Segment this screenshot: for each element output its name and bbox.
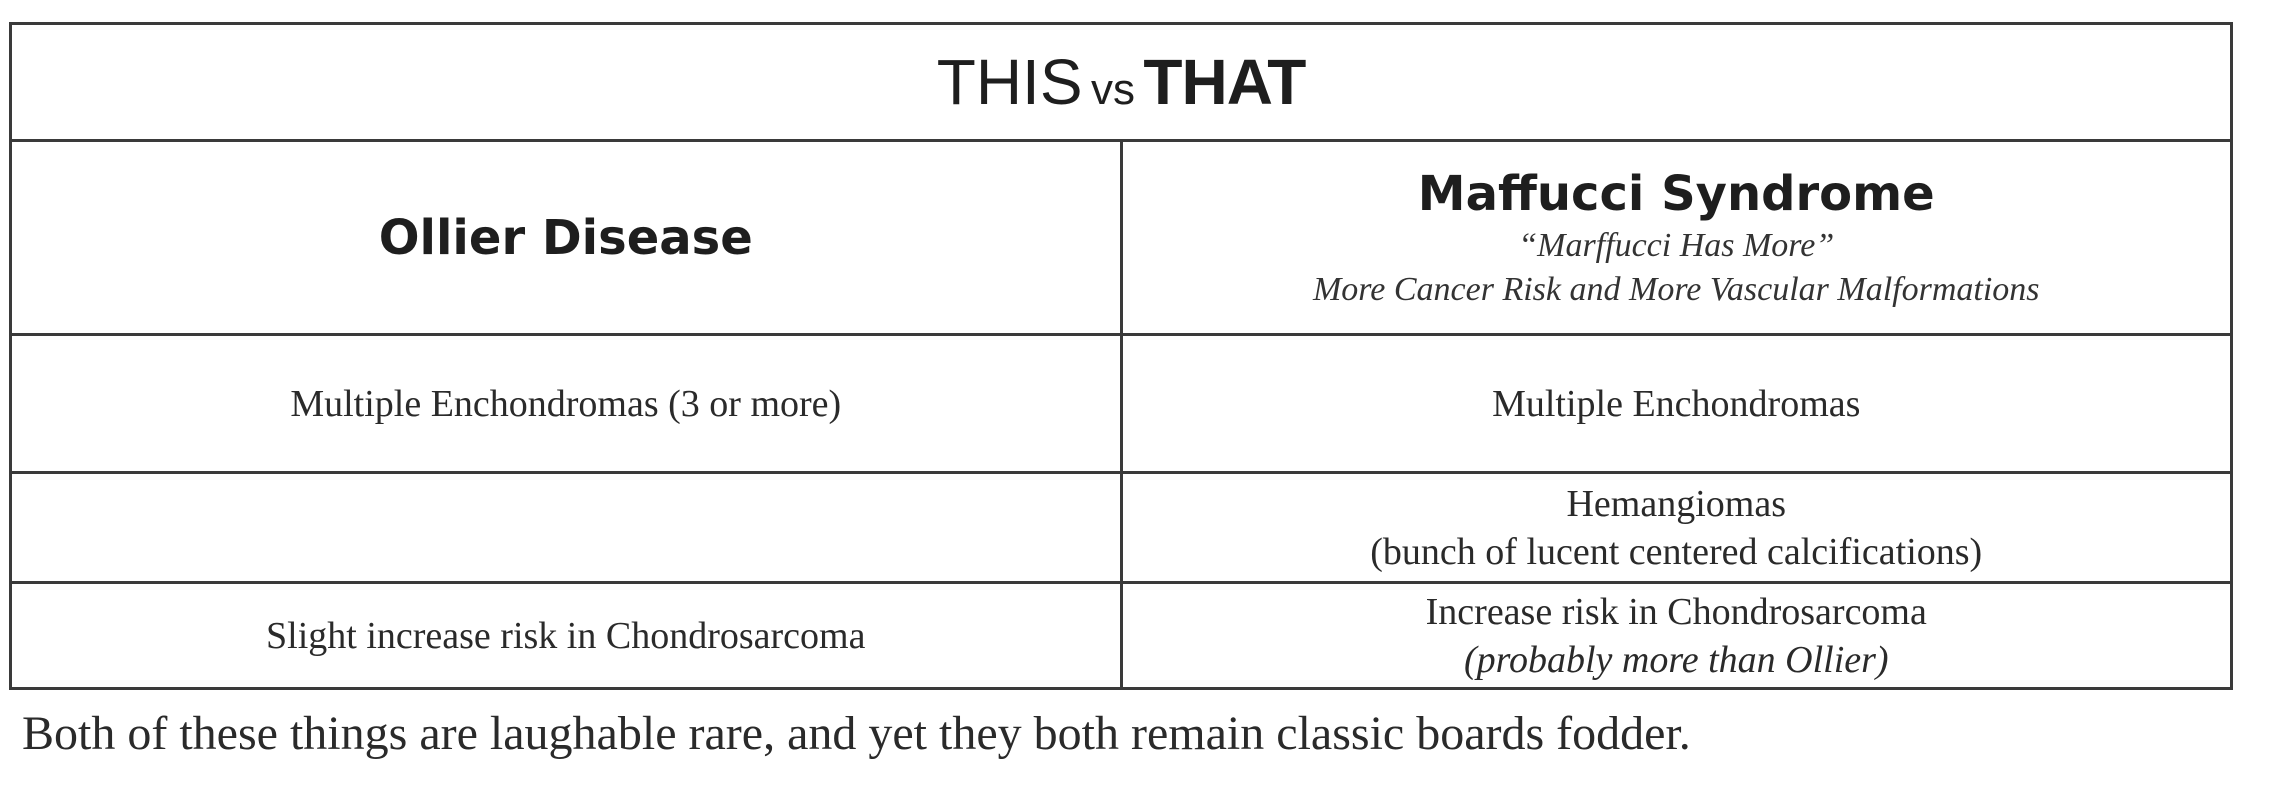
comparison-table: THIS vs THAT Ollier Disease Maffucci Syn… bbox=[9, 22, 2233, 690]
table-cell-left: Multiple Enchondromas (3 or more) bbox=[9, 333, 1123, 475]
table-cell-line: (bunch of lucent centered calcifications… bbox=[1370, 530, 1983, 573]
column-heading-right: Maffucci Syndrome “Marffucci Has More” M… bbox=[1119, 138, 2233, 337]
table-cell-note: (probably more than Ollier) bbox=[1463, 638, 1889, 681]
table-row: Multiple Enchondromas (3 or more) Multip… bbox=[9, 333, 2233, 475]
title-row: THIS vs THAT bbox=[9, 22, 2233, 142]
column-heading-right-mnemonic: “Marffucci Has More” bbox=[1518, 226, 1835, 264]
table-title: THIS vs THAT bbox=[9, 22, 2233, 142]
table-cell-right: Multiple Enchondromas bbox=[1119, 333, 2233, 475]
title-this: THIS bbox=[936, 45, 1083, 118]
table-cell-right: Hemangiomas (bunch of lucent centered ca… bbox=[1119, 471, 2233, 585]
column-heading-left: Ollier Disease bbox=[9, 138, 1123, 337]
title-vs: vs bbox=[1090, 64, 1135, 114]
column-heading-right-title: Maffucci Syndrome bbox=[1417, 165, 1935, 222]
table-cell-line: Hemangiomas bbox=[1566, 482, 1786, 525]
table-cell-line: Increase risk in Chondrosarcoma bbox=[1425, 590, 1927, 633]
table-cell-right: Increase risk in Chondrosarcoma (probabl… bbox=[1119, 581, 2233, 690]
table-cell-left: Slight increase risk in Chondrosarcoma bbox=[9, 581, 1123, 690]
table-cell-left bbox=[9, 471, 1123, 585]
column-heading-right-subtitle: More Cancer Risk and More Vascular Malfo… bbox=[1312, 270, 2040, 308]
table-row: Slight increase risk in Chondrosarcoma I… bbox=[9, 581, 2233, 690]
title-that: THAT bbox=[1143, 45, 1306, 118]
header-row: Ollier Disease Maffucci Syndrome “Marffu… bbox=[9, 138, 2233, 337]
footer-note: Both of these things are laughable rare,… bbox=[22, 707, 1691, 760]
table-row: Hemangiomas (bunch of lucent centered ca… bbox=[9, 471, 2233, 585]
